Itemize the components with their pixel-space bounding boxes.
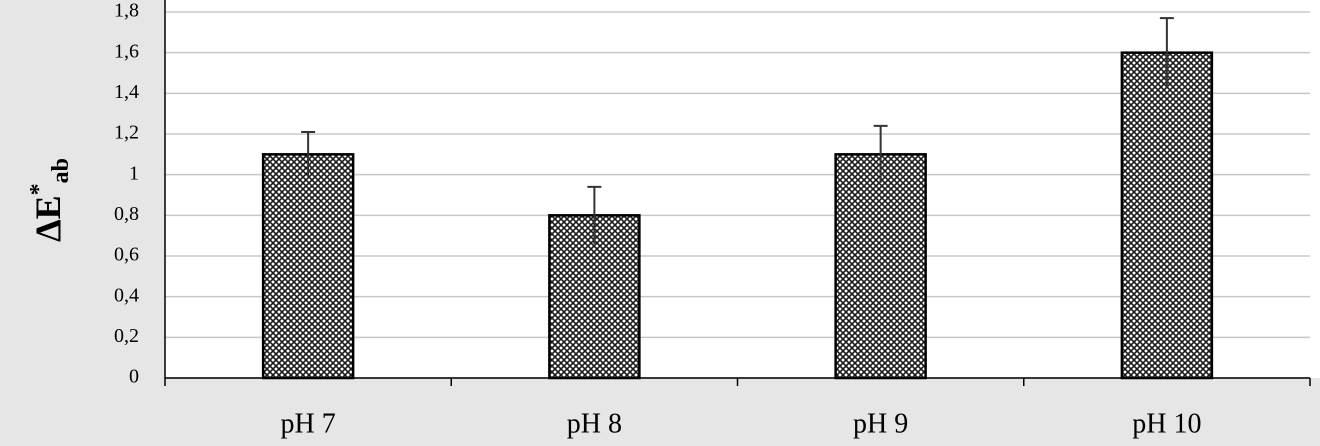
y-label-main: ΔE [28, 195, 68, 242]
y-axis-label: ΔE*ab [26, 158, 74, 242]
y-label-sub: ab [48, 158, 74, 183]
error-bar [587, 185, 602, 244]
bar [834, 153, 927, 380]
y-tick-label: 0,6 [114, 244, 139, 266]
y-tick-label: 1 [129, 162, 139, 184]
y-tick-label: 1,2 [114, 122, 139, 144]
y-label-sup: * [26, 183, 52, 195]
y-tick-label: 0,8 [114, 203, 139, 225]
y-tick-label: 0,4 [114, 284, 139, 306]
y-tick-label: 1,4 [114, 81, 139, 103]
x-tick-label: pH 10 [1132, 408, 1201, 439]
error-bar [301, 130, 316, 177]
x-tick-label: pH 8 [567, 408, 622, 439]
y-tick-label: 0,2 [114, 325, 139, 347]
x-tick-label: pH 9 [853, 408, 908, 439]
error-bar [1159, 17, 1174, 88]
y-tick-label: 1,8 [114, 0, 139, 22]
error-bar [873, 124, 888, 183]
y-tick-label: 1,6 [114, 40, 139, 62]
x-tick-label: pH 7 [281, 408, 336, 439]
y-tick-label: 0 [129, 366, 139, 388]
bar [1120, 51, 1214, 380]
bar [261, 153, 355, 380]
